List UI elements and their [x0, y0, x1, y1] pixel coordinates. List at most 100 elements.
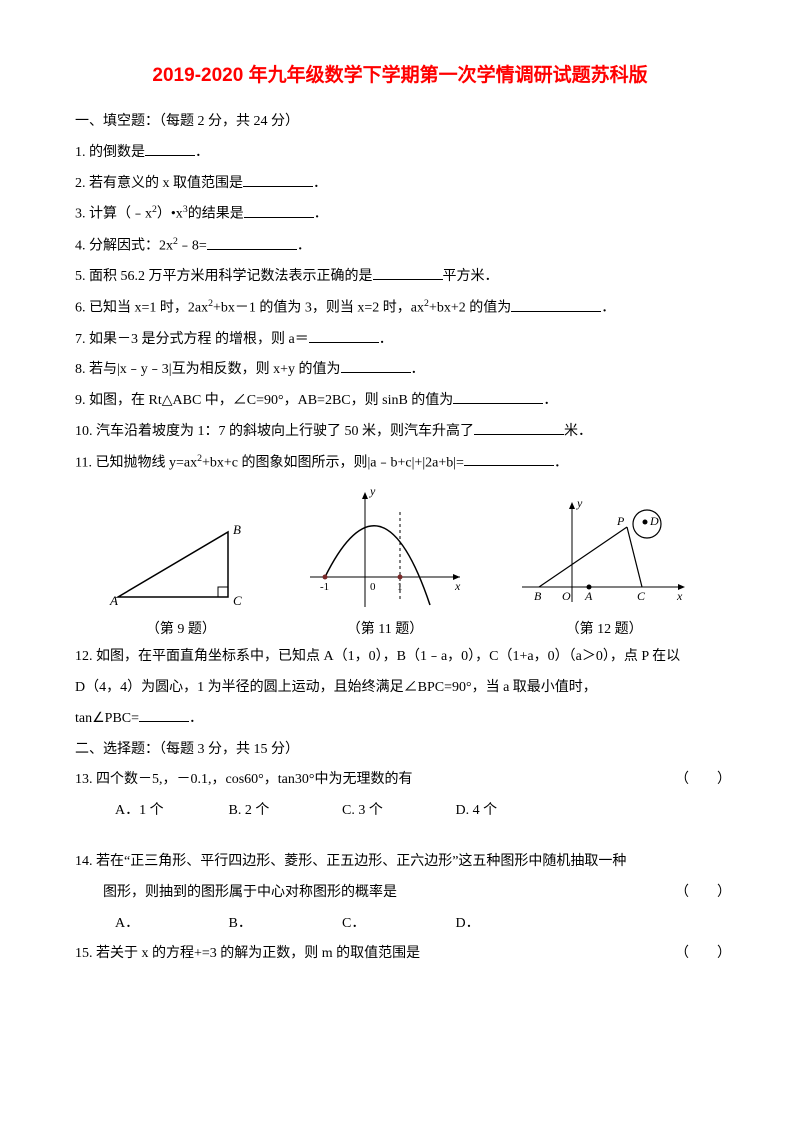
- blank: [309, 329, 379, 343]
- q10-pre: 10. 汽车沿着坡度为 1：7 的斜坡向上行驶了 50 米，则汽车升高了: [75, 424, 474, 439]
- section-1-header: 一、填空题：（每题 2 分，共 24 分）: [75, 107, 725, 138]
- label-x: x: [676, 589, 683, 603]
- q3-suffix: ．: [314, 207, 328, 222]
- label-zero: 0: [370, 581, 376, 593]
- q4-suffix: ．: [297, 239, 311, 254]
- label-C: C: [637, 589, 646, 603]
- q6-suffix: ．: [601, 301, 615, 316]
- q6-post: +bx+2 的值为: [429, 301, 511, 316]
- blank: [207, 236, 297, 250]
- option-b: B. 2 个: [229, 796, 339, 827]
- label-y: y: [369, 487, 376, 498]
- q9-suffix: ．: [543, 393, 557, 408]
- label-x: x: [454, 579, 461, 593]
- q9-pre: 9. 如图，在 Rt△ABC 中，∠C=90°，AB=2BC，则 sinB 的值…: [75, 393, 453, 408]
- q6-pre: 6. 已知当 x=1 时，2ax: [75, 301, 208, 316]
- q14-l2-text: 图形，则抽到的图形属于中心对称图形的概率是: [103, 878, 397, 909]
- spacer: [75, 827, 725, 847]
- q8-suffix: ．: [411, 362, 425, 377]
- figures-row: A B C （第 9 题） y x -1 0 1 （第 11 题）: [75, 487, 725, 638]
- q1-suffix: ．: [195, 145, 209, 160]
- label-O: O: [562, 589, 571, 603]
- question-4: 4. 分解因式：2x2﹣8=．: [75, 231, 725, 262]
- question-14-line1: 14. 若在“正三角形、平行四边形、菱形、正五边形、正六边形”这五种图形中随机抽…: [75, 847, 725, 878]
- option-c: C．: [342, 909, 452, 940]
- question-8: 8. 若与|x﹣y﹣3|互为相反数，则 x+y 的值为 ．: [75, 355, 725, 386]
- question-3: 3. 计算（﹣x2）•x3的结果是．: [75, 199, 725, 230]
- figure-11-caption: （第 11 题）: [347, 618, 423, 638]
- blank: [244, 204, 314, 218]
- label-A: A: [109, 593, 118, 608]
- question-14-line2: 图形，则抽到的图形属于中心对称图形的概率是 （ ）: [75, 878, 725, 909]
- blank: [474, 421, 564, 435]
- coord-figure: y x B O A C P D: [517, 497, 692, 612]
- answer-paren: （ ）: [675, 939, 725, 970]
- figure-9-caption: （第 9 题）: [146, 618, 216, 638]
- q3-post: 的结果是: [188, 207, 244, 222]
- figure-9: A B C （第 9 题）: [108, 512, 253, 638]
- q11-pre: 11. 已知抛物线 y=ax: [75, 455, 197, 470]
- question-10: 10. 汽车沿着坡度为 1：7 的斜坡向上行驶了 50 米，则汽车升高了 米．: [75, 417, 725, 448]
- question-5: 5. 面积 56.2 万平方米用科学记数法表示正确的是 平方米．: [75, 262, 725, 293]
- question-15: 15. 若关于 x 的方程+=3 的解为正数，则 m 的取值范围是 （ ）: [75, 939, 725, 970]
- q11-suffix: ．: [554, 455, 568, 470]
- label-B: B: [233, 522, 241, 537]
- q7-suffix: ．: [379, 332, 393, 347]
- question-1: 1. 的倒数是 ．: [75, 138, 725, 169]
- q5-pre: 5. 面积 56.2 万平方米用科学记数法表示正确的是: [75, 269, 373, 284]
- q3-mid: ）•x: [157, 207, 183, 222]
- question-12-line1: 12. 如图，在平面直角坐标系中，已知点 A（1，0），B（1﹣a，0），C（1…: [75, 642, 725, 673]
- question-13: 13. 四个数－5,，－0.1,，cos60°，tan30°中为无理数的有 （ …: [75, 765, 725, 796]
- section-2-header: 二、选择题：（每题 3 分，共 15 分）: [75, 735, 725, 766]
- blank: [139, 708, 189, 722]
- q5-suffix: 平方米．: [443, 269, 499, 284]
- question-2: 2. 若有意义的 x 取值范围是 ．: [75, 169, 725, 200]
- q2-suffix: ．: [313, 176, 327, 191]
- q10-suffix: 米．: [564, 424, 592, 439]
- q4-post: ﹣8=: [178, 239, 207, 254]
- label-one: 1: [397, 581, 403, 593]
- answer-paren: （ ）: [675, 765, 725, 796]
- option-c: C. 3 个: [342, 796, 452, 827]
- q13-text: 13. 四个数－5,，－0.1,，cos60°，tan30°中为无理数的有: [75, 765, 412, 796]
- question-6: 6. 已知当 x=1 时，2ax2+bx－1 的值为 3，则当 x=2 时，ax…: [75, 293, 725, 324]
- label-A: A: [584, 589, 593, 603]
- blank: [341, 359, 411, 373]
- option-a: A．1 个: [115, 796, 225, 827]
- q8-pre: 8. 若与|x﹣y﹣3|互为相反数，则 x+y 的值为: [75, 362, 341, 377]
- q6-mid: +bx－1 的值为 3，则当 x=2 时，ax: [213, 301, 424, 316]
- page-title: 2019-2020 年九年级数学下学期第一次学情调研试题苏科版: [75, 60, 725, 87]
- blank: [373, 266, 443, 280]
- q2-text: 2. 若有意义的 x 取值范围是: [75, 176, 243, 191]
- figure-11: y x -1 0 1 （第 11 题）: [300, 487, 470, 638]
- option-d: D. 4 个: [456, 796, 566, 827]
- triangle-figure: A B C: [108, 512, 253, 612]
- q15-text: 15. 若关于 x 的方程+=3 的解为正数，则 m 的取值范围是: [75, 939, 420, 970]
- label-y: y: [576, 497, 583, 510]
- label-D: D: [649, 514, 659, 528]
- option-d: D．: [456, 909, 566, 940]
- blank: [511, 298, 601, 312]
- question-11: 11. 已知抛物线 y=ax2+bx+c 的图象如图所示，则|a﹣b+c|+|2…: [75, 448, 725, 479]
- q1-text: 1. 的倒数是: [75, 145, 145, 160]
- answer-paren: （ ）: [675, 878, 725, 909]
- q11-post: +bx+c 的图象如图所示，则|a﹣b+c|+|2a+b|=: [202, 455, 464, 470]
- option-b: B．: [229, 909, 339, 940]
- label-B: B: [534, 589, 542, 603]
- figure-12: y x B O A C P D （第 12 题）: [517, 497, 692, 638]
- parabola-figure: y x -1 0 1: [300, 487, 470, 612]
- q12-l3-suffix: ．: [189, 711, 203, 726]
- question-7: 7. 如果－3 是分式方程 的增根，则 a＝ ．: [75, 325, 725, 356]
- q4-pre: 4. 分解因式：2x: [75, 239, 173, 254]
- question-9: 9. 如图，在 Rt△ABC 中，∠C=90°，AB=2BC，则 sinB 的值…: [75, 386, 725, 417]
- figure-12-caption: （第 12 题）: [566, 618, 643, 638]
- question-14-options: A． B． C． D．: [75, 909, 725, 940]
- question-12-line3: tan∠PBC=．: [75, 704, 725, 735]
- label-C: C: [233, 593, 242, 608]
- question-12-line2: D（4，4）为圆心，1 为半径的圆上运动，且始终满足∠BPC=90°，当 a 取…: [75, 673, 725, 704]
- option-a: A．: [115, 909, 225, 940]
- q7-pre: 7. 如果－3 是分式方程 的增根，则 a＝: [75, 332, 309, 347]
- blank: [453, 390, 543, 404]
- blank: [145, 142, 195, 156]
- q3-pre: 3. 计算（﹣x: [75, 207, 152, 222]
